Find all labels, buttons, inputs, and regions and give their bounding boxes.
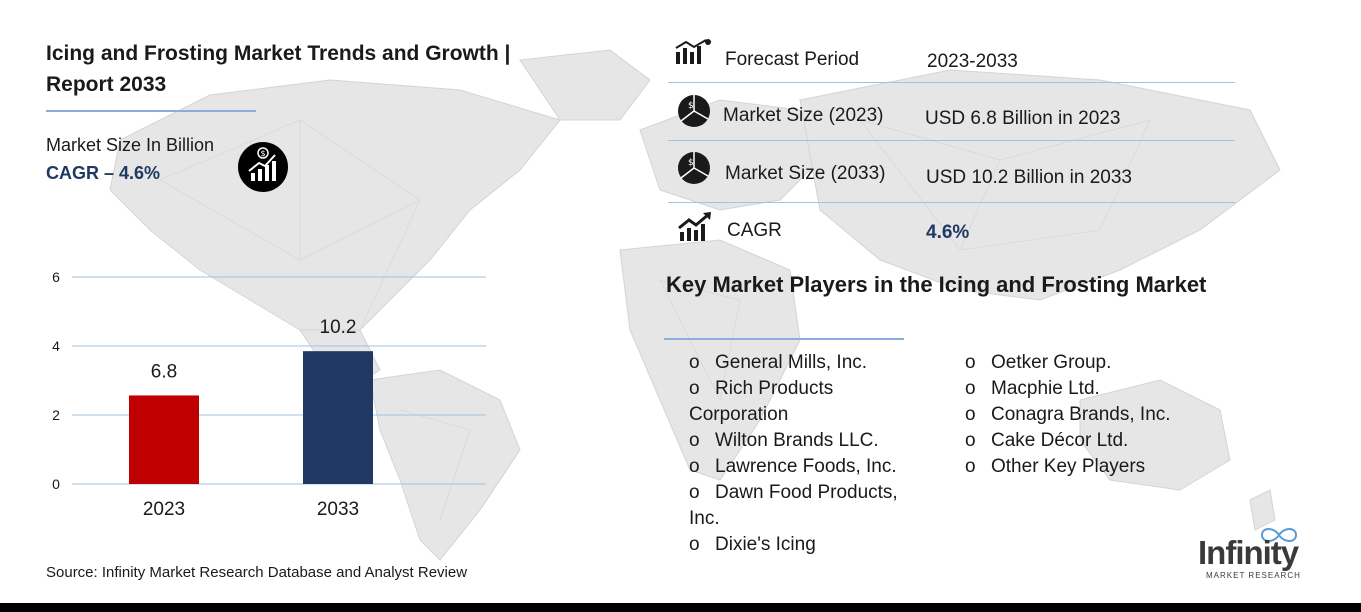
player-name: Rich Products Corporation	[689, 378, 834, 425]
info-label-cagr: CAGR	[727, 220, 782, 241]
list-bullet: o	[689, 430, 700, 451]
info-value-cagr: 4.6%	[926, 222, 970, 243]
list-bullet: o	[689, 352, 700, 373]
info-label-forecast: Forecast Period	[725, 49, 860, 70]
source-note: Source: Infinity Market Research Databas…	[46, 564, 468, 581]
y-tick-label: 0	[52, 476, 60, 492]
list-bullet: o	[689, 378, 700, 399]
list-item: o Other Key Players	[965, 454, 1225, 480]
info-divider	[668, 202, 1235, 203]
list-bullet: o	[965, 352, 976, 373]
player-name: Lawrence Foods, Inc.	[715, 456, 897, 477]
pie-chart-icon: $	[678, 152, 710, 184]
info-value-size-2033: USD 10.2 Billion in 2033	[926, 167, 1132, 188]
data-label: 6.8	[151, 361, 177, 382]
cagr-summary: CAGR – 4.6%	[46, 163, 160, 184]
infinity-logo: Infinity MARKET RESEARCH	[1198, 524, 1308, 584]
info-label-size-2023: Market Size (2023)	[723, 105, 884, 126]
svg-text:$: $	[260, 149, 265, 158]
page-title: Icing and Frosting Market Trends and Gro…	[46, 42, 511, 96]
player-name: Other Key Players	[991, 456, 1146, 477]
list-item: o Macphie Ltd.	[965, 376, 1225, 402]
market-size-label: Market Size In Billion	[46, 135, 215, 155]
bar-2033	[303, 351, 373, 484]
list-item: o General Mills, Inc.	[689, 350, 929, 376]
player-name: Dixie's Icing	[715, 534, 816, 555]
cagr-value: 4.6%	[119, 163, 161, 183]
logo-subtitle: MARKET RESEARCH	[1206, 571, 1301, 580]
y-tick-label: 4	[52, 338, 60, 354]
info-value-forecast: 2023-2033	[927, 51, 1018, 72]
title-underline	[46, 110, 256, 112]
list-item: o Oetker Group.	[965, 350, 1225, 376]
list-item: o Rich Products Corporation	[689, 376, 929, 428]
list-bullet: o	[689, 534, 700, 555]
growth-chart-icon	[678, 212, 711, 241]
svg-text:$: $	[688, 101, 694, 111]
player-name: Dawn Food Products, Inc.	[689, 482, 898, 529]
players-title: Key Market Players in the Icing and Fros…	[666, 272, 1207, 297]
info-divider	[668, 82, 1235, 83]
infinity-mark-icon	[1260, 528, 1298, 542]
y-tick-label: 6	[52, 269, 60, 285]
list-item: o Dixie's Icing	[689, 532, 929, 558]
list-bullet: o	[965, 456, 976, 477]
x-tick-label: 2033	[317, 499, 359, 520]
list-bullet: o	[965, 378, 976, 399]
players-list-right: o Oetker Group. o Macphie Ltd. o Conagra Br…	[965, 350, 1225, 480]
bar-2023	[129, 395, 199, 484]
players-underline	[664, 338, 904, 340]
pie-chart-icon: $	[678, 95, 710, 127]
data-label: 10.2	[320, 317, 357, 338]
bar-chart-icon	[675, 39, 711, 64]
list-bullet: o	[965, 430, 976, 451]
player-name: Conagra Brands, Inc.	[991, 404, 1171, 425]
cagr-label: CAGR –	[46, 163, 115, 183]
player-name: General Mills, Inc.	[715, 352, 868, 373]
player-name: Macphie Ltd.	[991, 378, 1100, 399]
x-tick-label: 2023	[143, 499, 185, 520]
player-name: Oetker Group.	[991, 352, 1112, 373]
player-name: Cake Décor Ltd.	[991, 430, 1129, 451]
list-item: o Lawrence Foods, Inc.	[689, 454, 929, 480]
list-item: o Wilton Brands LLC.	[689, 428, 929, 454]
players-list-left: o General Mills, Inc. o Rich Products Corp…	[689, 350, 929, 558]
money-growth-icon: $	[238, 142, 288, 192]
list-item: o Dawn Food Products, Inc.	[689, 480, 929, 532]
list-bullet: o	[689, 482, 700, 503]
bar-chart: 0 2 4 6 6.8 2023 10.2 2033	[52, 269, 486, 520]
info-label-size-2033: Market Size (2033)	[725, 163, 886, 184]
list-item: o Cake Décor Ltd.	[965, 428, 1225, 454]
list-item: o Conagra Brands, Inc.	[965, 402, 1225, 428]
bottom-border	[0, 603, 1361, 612]
logo-wordmark: Infinity	[1198, 534, 1299, 571]
list-bullet: o	[965, 404, 976, 425]
info-divider	[668, 140, 1235, 141]
info-value-size-2023: USD 6.8 Billion in 2023	[925, 108, 1121, 129]
y-tick-label: 2	[52, 407, 60, 423]
svg-text:$: $	[688, 158, 694, 168]
player-name: Wilton Brands LLC.	[715, 430, 879, 451]
list-bullet: o	[689, 456, 700, 477]
